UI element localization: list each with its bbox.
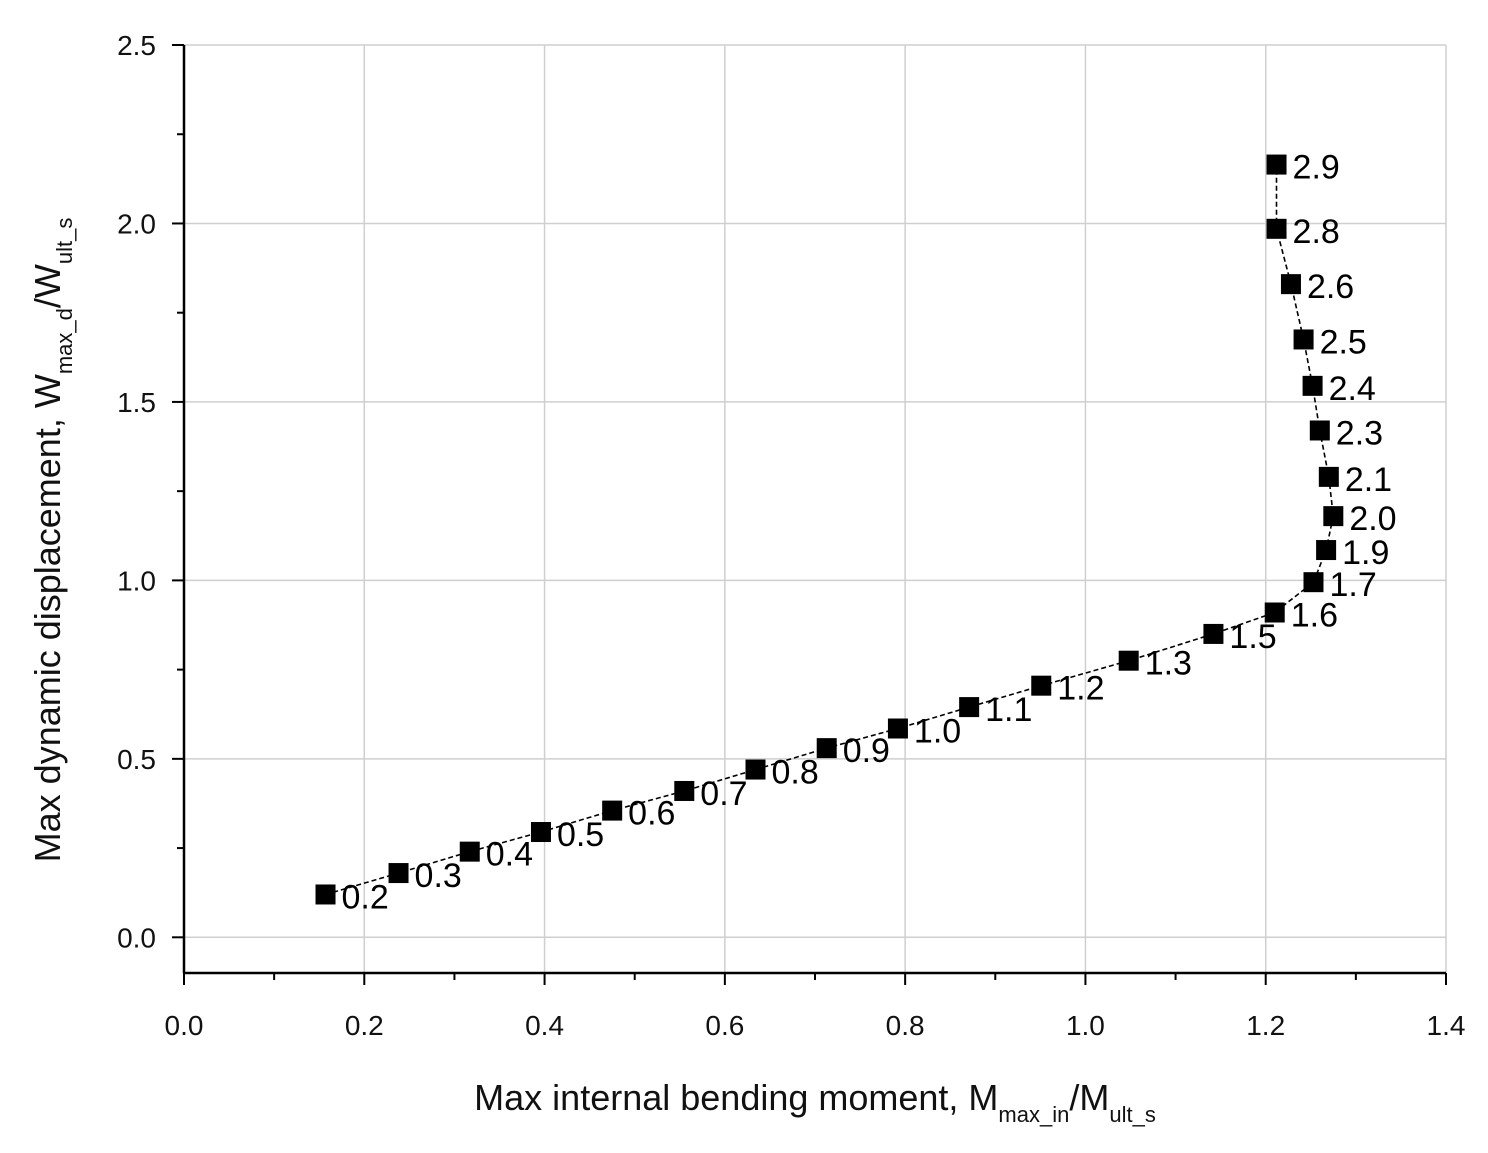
data-point-label: 2.9 [1293, 149, 1340, 187]
data-point-label: 0.7 [700, 775, 747, 813]
data-point-marker [602, 800, 623, 821]
data-point-label: 2.8 [1293, 213, 1340, 251]
data-point-label: 2.4 [1329, 370, 1376, 408]
data-point-label: 0.6 [628, 795, 675, 833]
x-axis-title: Max internal bending moment, Mmax_in/Mul… [474, 1077, 1156, 1127]
data-point-marker [1118, 650, 1139, 671]
grid [184, 44, 1447, 973]
x-tick-label: 1.0 [1066, 1010, 1105, 1041]
data-point-marker [959, 697, 980, 718]
x-tick-label: 0.8 [886, 1010, 925, 1041]
y-tick-label: 1.5 [117, 387, 156, 418]
x-axis-title-main: Max internal bending moment, M [474, 1077, 998, 1118]
x-axis-title-sub1: max_in [998, 1102, 1069, 1127]
x-tick-label: 1.4 [1427, 1010, 1466, 1041]
y-axis-title-sub2: ult_s [52, 218, 77, 264]
data-point-marker [459, 841, 480, 862]
x-tick-label: 0.0 [165, 1010, 204, 1041]
data-point-label: 2.0 [1349, 500, 1396, 538]
data-point-marker [530, 822, 551, 843]
data-point-marker [1280, 274, 1301, 295]
data-point-marker [816, 738, 837, 759]
data-point-label: 1.7 [1329, 566, 1376, 604]
data-point-marker [1323, 506, 1344, 527]
ticks: 0.0 0.2 0.4 0.6 0.8 1.0 1.2 1.40.00.51.01.52.02… [117, 30, 1465, 1041]
data-point-marker [1031, 675, 1052, 696]
data-point-label: 2.1 [1345, 461, 1392, 499]
data-point-label: 0.3 [415, 857, 462, 895]
x-axis-title-mid: /M [1069, 1077, 1109, 1118]
data-point-label: 0.2 [342, 878, 389, 916]
data-point-label: 1.6 [1291, 597, 1338, 635]
data-point-label: 2.5 [1320, 323, 1367, 361]
data-point-label: 0.9 [843, 732, 890, 770]
data-point-label: 0.8 [772, 754, 819, 792]
data-point-label: 1.1 [985, 691, 1032, 729]
y-axis-title: Max dynamic displacement, Wmax_d/Wult_s [27, 218, 77, 863]
data-point-marker [388, 863, 409, 884]
data-point-marker [1303, 572, 1324, 593]
y-axis-title-mid: /W [27, 264, 68, 308]
x-tick-label: 1.2 [1246, 1010, 1285, 1041]
data-point-marker [1266, 154, 1287, 175]
point-labels: 0.2 0.3 0.4 0.5 0.6 0.7 0.8 0.9 1.0 1.1 1.2 1.3 1.5 1… [342, 149, 1397, 917]
data-point-label: 1.0 [914, 713, 961, 751]
y-tick-label: 2.0 [117, 208, 156, 239]
data-point-marker [1309, 420, 1330, 441]
data-point-label: 1.3 [1145, 645, 1192, 683]
data-point-marker [1266, 218, 1287, 239]
data-point-marker [315, 884, 336, 905]
data-point-marker [1203, 623, 1224, 644]
data-point-marker [1293, 329, 1314, 350]
data-point-marker [1316, 540, 1337, 561]
data-point-label: 1.2 [1057, 670, 1104, 708]
y-tick-label: 0.5 [117, 744, 156, 775]
axes [182, 45, 1446, 975]
data-point-marker [745, 759, 766, 780]
data-point-label: 2.6 [1307, 268, 1354, 306]
data-point-marker [1318, 466, 1339, 487]
data-point-marker [1264, 602, 1285, 623]
data-point-label: 2.3 [1336, 414, 1383, 452]
data-point-label: 1.5 [1229, 618, 1276, 656]
y-tick-label: 2.5 [117, 30, 156, 61]
x-tick-label: 0.4 [525, 1010, 564, 1041]
x-axis-title-sub2: ult_s [1109, 1102, 1155, 1127]
data-point-label: 0.4 [486, 836, 533, 874]
data-series [315, 154, 1344, 905]
data-point-label: 1.9 [1342, 534, 1389, 572]
series-line [325, 164, 1335, 896]
x-tick-label: 0.2 [345, 1010, 384, 1041]
y-tick-label: 1.0 [117, 565, 156, 596]
x-tick-label: 0.6 [705, 1010, 744, 1041]
y-tick-label: 0.0 [117, 922, 156, 953]
data-point-marker [674, 780, 695, 801]
data-point-label: 0.5 [557, 816, 604, 854]
y-axis-title-sub1: max_d [52, 308, 77, 374]
data-point-marker [887, 718, 908, 739]
y-axis-title-main: Max dynamic displacement, W [27, 374, 68, 862]
data-point-marker [1302, 375, 1323, 396]
